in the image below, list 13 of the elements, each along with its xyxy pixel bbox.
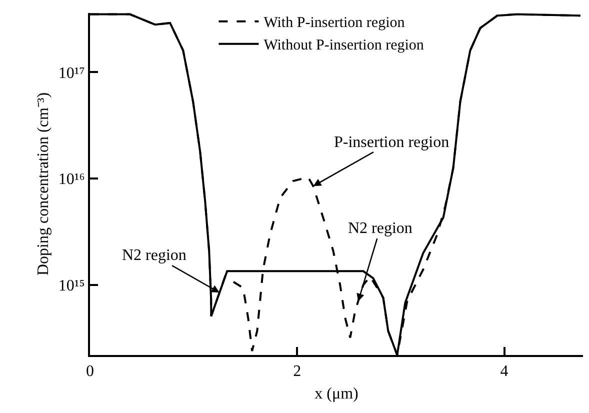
annotation: P-insertion region — [334, 134, 450, 151]
x-tick-label: 2 — [293, 363, 302, 380]
x-tick-label: 0 — [86, 363, 94, 380]
y-tick-label: 10¹⁷ — [58, 64, 85, 82]
legend-label: With P-insertion region — [264, 15, 406, 32]
x-tick-label: 4 — [500, 363, 508, 380]
annotation: N2 region — [348, 220, 412, 237]
y-tick-label: 10¹⁶ — [58, 171, 85, 188]
x-axis-title: x (μm) — [314, 385, 358, 402]
legend-label: Without P-insertion region — [264, 38, 424, 54]
annotation: N2 region — [122, 247, 186, 264]
y-tick-label: 10¹⁵ — [58, 278, 85, 295]
y-axis-title: Doping concentration (cm⁻³) — [34, 92, 52, 276]
